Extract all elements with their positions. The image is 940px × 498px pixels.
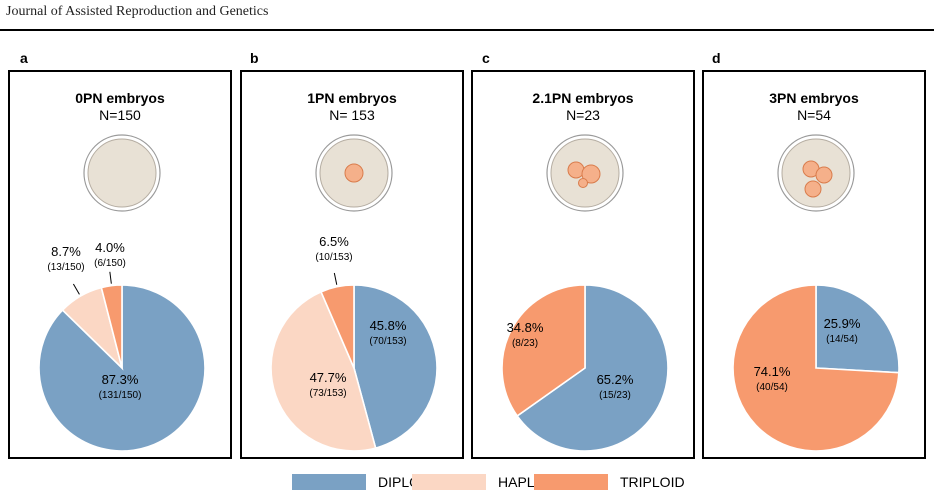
legend-swatch <box>534 474 608 490</box>
pronucleus-icon <box>581 164 601 184</box>
pie-slice-haploid <box>270 290 377 452</box>
pie-chart-0pn: 87.3% (131/150) 8.7% (13/150) 4.0% (6/150) <box>38 134 206 452</box>
legend: DIPLOID HAPLOID TRIPLOID <box>0 472 940 492</box>
slice-percent-label: 45.8% <box>370 318 407 333</box>
slice-count-label: (14/54) <box>826 334 858 345</box>
panel-label-b: b <box>250 50 259 66</box>
panel-3pn: 3PN embryos N=54 25.9% (14/54) 74.1% (40/54… <box>702 70 926 459</box>
panel-n: N=54 <box>797 107 831 123</box>
journal-title: Journal of Assisted Reproduction and Gen… <box>6 4 269 19</box>
pie-slice-triploid <box>732 284 900 452</box>
panel-label-c: c <box>482 50 490 66</box>
panel-label-d: d <box>712 50 721 66</box>
slice-count-label: (40/54) <box>756 382 788 393</box>
slice-count-label: (70/153) <box>369 336 406 347</box>
pie-slice-triploid <box>100 284 123 369</box>
header-rule <box>0 29 934 31</box>
pie-chart-2-1pn: 65.2% (15/23) 34.8% (8/23) <box>501 134 669 452</box>
slice-percent-label: 4.0% <box>95 240 125 255</box>
panel-title: 3PN embryos <box>769 90 859 106</box>
pie-slice-diploid <box>516 284 669 452</box>
slice-count-label: (73/153) <box>309 388 346 399</box>
pronucleus-icon <box>567 161 585 179</box>
slice-percent-label: 6.5% <box>319 234 349 249</box>
panel-n: N=23 <box>566 107 600 123</box>
panel-n: N= 153 <box>329 107 375 123</box>
legend-swatch <box>412 474 486 490</box>
slice-percent-label: 87.3% <box>102 372 139 387</box>
embryo-cytoplasm <box>87 138 157 208</box>
slice-count-label: (6/150) <box>94 258 126 269</box>
pronucleus-icon <box>578 178 588 188</box>
slice-percent-label: 34.8% <box>507 320 544 335</box>
slice-count-label: (131/150) <box>99 390 142 401</box>
leader-line <box>109 271 112 284</box>
legend-label: TRIPLOID <box>620 474 685 490</box>
slice-percent-label: 65.2% <box>597 372 634 387</box>
panel-title: 0PN embryos <box>75 90 165 106</box>
slice-count-label: (10/153) <box>315 252 352 263</box>
pie-chart-3pn: 25.9% (14/54) 74.1% (40/54) <box>732 134 900 452</box>
slice-count-label: (15/23) <box>599 390 631 401</box>
panel-title: 2.1PN embryos <box>532 90 634 106</box>
pie-slice-diploid <box>815 284 900 374</box>
panel-n: N=150 <box>99 107 141 123</box>
slice-count-label: (13/150) <box>47 262 84 273</box>
pronucleus-icon <box>815 166 833 184</box>
panel-0pn: 0PN embryos N=150 87.3% (131/150) 8.7% (13/… <box>8 70 232 459</box>
slice-percent-label: 8.7% <box>51 244 81 259</box>
pie-chart-1pn: 45.8% (70/153) 47.7% (73/153) 6.5% (10/153) <box>270 134 438 452</box>
pie-slice-triploid <box>319 284 355 369</box>
panel-label-a: a <box>20 50 28 66</box>
leader-line <box>333 272 338 285</box>
slice-count-label: (8/23) <box>512 338 538 349</box>
legend-swatch <box>292 474 366 490</box>
pronucleus-icon <box>804 180 822 198</box>
slice-percent-label: 74.1% <box>754 364 791 379</box>
pie-slice-diploid <box>353 284 438 450</box>
leader-line <box>72 283 80 295</box>
pronucleus-icon <box>344 163 364 183</box>
panel-1pn: 1PN embryos N= 153 45.8% (70/153) 47.7% (73… <box>240 70 464 459</box>
panel-2-1pn: 2.1PN embryos N=23 65.2% (15/23) 34.8% (8/2… <box>471 70 695 459</box>
panel-title: 1PN embryos <box>307 90 397 106</box>
slice-percent-label: 25.9% <box>824 316 861 331</box>
pie-slice-triploid <box>501 284 586 418</box>
slice-percent-label: 47.7% <box>310 370 347 385</box>
